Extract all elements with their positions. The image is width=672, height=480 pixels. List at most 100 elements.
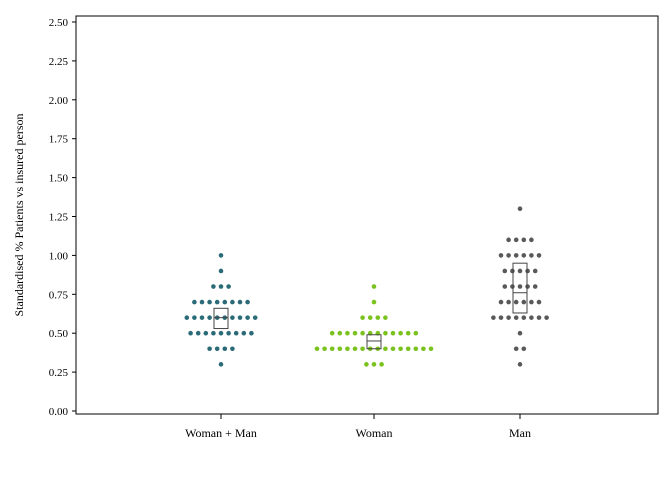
y-axis: 0.00 0.25 0.50 0.75 1.00 1.25 1.50 1.75 2.00 2.25… — [49, 17, 76, 418]
data-point — [249, 330, 254, 336]
data-point — [379, 362, 384, 367]
data-point — [192, 315, 197, 320]
data-point — [360, 330, 365, 336]
data-point — [371, 284, 377, 289]
data-point — [529, 253, 534, 258]
data-point — [192, 299, 197, 305]
data-point — [428, 346, 434, 352]
data-point — [502, 268, 508, 274]
data-point — [230, 346, 235, 352]
data-point — [371, 362, 377, 367]
data-point — [375, 315, 381, 320]
data-point — [218, 362, 224, 367]
data-point — [329, 346, 335, 352]
data-point — [536, 253, 542, 258]
y-tick-label: 1.00 — [49, 250, 69, 262]
data-point — [245, 299, 250, 305]
data-point — [218, 253, 224, 258]
data-point — [510, 268, 515, 274]
x-category-label: Man — [509, 426, 531, 440]
confidence-box — [512, 262, 528, 314]
y-tick-label: 0.25 — [49, 367, 69, 379]
data-point — [510, 284, 515, 289]
y-tick-label: 2.25 — [49, 56, 69, 68]
x-category-label: Woman — [355, 426, 392, 440]
data-point — [506, 299, 511, 305]
data-point — [218, 330, 224, 336]
data-point — [233, 330, 239, 336]
data-point — [230, 299, 235, 305]
data-point — [207, 315, 212, 320]
y-axis-title: Standardised % Patients vs insured perso… — [12, 114, 26, 317]
data-point — [525, 284, 530, 289]
x-category-label: Woman + Man — [185, 426, 257, 440]
data-point — [207, 346, 212, 352]
data-point — [390, 346, 396, 352]
data-point — [498, 299, 504, 305]
data-point — [222, 346, 228, 352]
y-tick-label: 0.50 — [49, 328, 69, 340]
data-point — [383, 346, 388, 352]
data-point — [517, 206, 523, 212]
data-point — [421, 346, 426, 352]
data-point — [367, 315, 373, 320]
data-point — [536, 299, 542, 305]
data-point — [502, 284, 508, 289]
data-point — [218, 268, 224, 274]
data-point — [203, 330, 209, 336]
series-woman — [314, 284, 434, 367]
data-point — [405, 346, 411, 352]
data-point — [241, 330, 247, 336]
data-point — [199, 315, 205, 320]
series-woman-man — [184, 253, 258, 367]
data-point — [195, 330, 201, 336]
data-point — [226, 284, 231, 289]
confidence-box — [366, 334, 382, 350]
data-point — [230, 315, 235, 320]
plot-frame — [75, 15, 659, 415]
data-point — [329, 330, 335, 336]
data-point — [529, 237, 534, 243]
y-tick-label: 2.50 — [49, 17, 69, 29]
data-point — [218, 284, 224, 289]
data-point — [405, 330, 411, 336]
data-point — [513, 253, 519, 258]
data-point — [199, 299, 205, 305]
y-tick-label: 1.50 — [49, 173, 69, 185]
x-axis: Woman + Man Woman Man — [185, 414, 531, 440]
y-tick-label: 1.25 — [49, 212, 69, 224]
series-man — [491, 206, 549, 367]
data-point — [337, 330, 343, 336]
data-point — [413, 346, 419, 352]
data-point — [544, 315, 549, 320]
data-point — [207, 299, 212, 305]
data-point — [521, 299, 527, 305]
data-point — [383, 330, 388, 336]
data-point — [352, 346, 358, 352]
data-marks — [184, 206, 549, 367]
y-tick-label: 1.75 — [49, 134, 69, 146]
data-point — [532, 268, 538, 274]
data-point — [383, 315, 388, 320]
data-point — [322, 346, 327, 352]
y-tick-label: 0.75 — [49, 289, 69, 301]
data-point — [513, 237, 519, 243]
data-point — [532, 284, 538, 289]
data-point — [237, 315, 243, 320]
data-point — [360, 315, 365, 320]
data-point — [337, 346, 343, 352]
y-tick-label: 0.00 — [49, 406, 69, 418]
data-point — [371, 299, 377, 305]
data-point — [529, 299, 534, 305]
data-point — [188, 330, 193, 336]
data-point — [211, 330, 216, 336]
data-point — [521, 315, 527, 320]
data-point — [506, 253, 511, 258]
data-point — [252, 315, 258, 320]
confidence-box — [213, 307, 229, 330]
data-point — [521, 346, 527, 352]
data-point — [498, 315, 504, 320]
data-point — [184, 315, 190, 320]
data-point — [360, 346, 365, 352]
